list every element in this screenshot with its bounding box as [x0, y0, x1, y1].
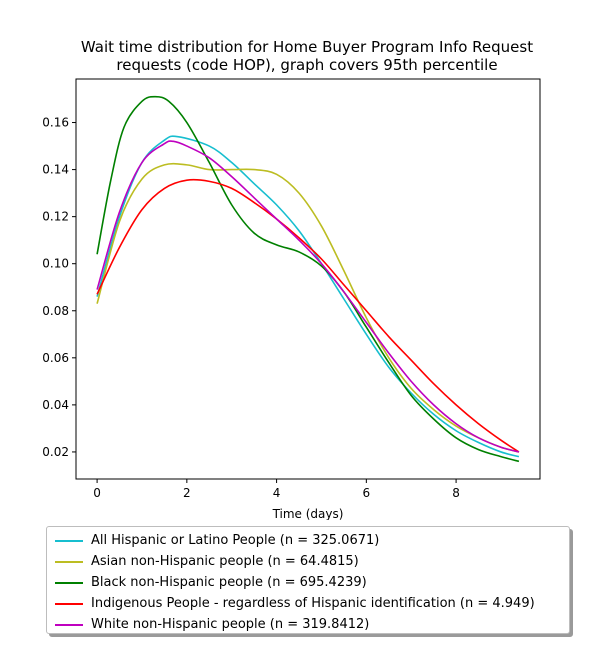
x-axis-label: Time (days) [272, 507, 344, 520]
series-line-4 [96, 178, 520, 453]
y-tick-label: 0.12 [42, 210, 69, 224]
legend-label: Black non-Hispanic people (n = 695.4239) [91, 575, 367, 590]
y-tick-label: 0.16 [42, 116, 69, 130]
legend-item: Black non-Hispanic people (n = 695.4239) [55, 572, 561, 593]
legend-swatch [55, 539, 83, 542]
legend-label: Indigenous People - regardless of Hispan… [91, 596, 535, 611]
x-tick-label: 4 [273, 486, 281, 500]
x-tick-label: 8 [452, 486, 460, 500]
y-tick-label: 0.14 [42, 163, 69, 177]
series-layer [96, 95, 520, 463]
legend-swatch [55, 581, 83, 584]
legend-item: All Hispanic or Latino People (n = 325.0… [55, 530, 561, 551]
chart-title-line-1: Wait time distribution for Home Buyer Pr… [81, 38, 533, 56]
chart: Wait time distribution for Home Buyer Pr… [42, 38, 541, 520]
legend-swatch [55, 560, 83, 563]
legend-item: Asian non-Hispanic people (n = 64.4815) [55, 551, 561, 572]
series-line-5 [96, 140, 520, 453]
legend-label: White non-Hispanic people (n = 319.8412) [91, 617, 370, 632]
y-tick-label: 0.04 [42, 398, 69, 412]
legend-item: White non-Hispanic people (n = 319.8412) [55, 614, 561, 635]
x-tick-label: 2 [183, 486, 191, 500]
legend-label: Asian non-Hispanic people (n = 64.4815) [91, 554, 359, 569]
series-line-2 [96, 162, 520, 453]
y-tick-label: 0.06 [42, 351, 69, 365]
legend-swatch [55, 602, 83, 605]
legend-label: All Hispanic or Latino People (n = 325.0… [91, 533, 380, 548]
series-line-3 [96, 95, 520, 463]
legend-item: Indigenous People - regardless of Hispan… [55, 593, 561, 614]
plot-frame [75, 78, 541, 480]
series-line-1 [96, 135, 520, 458]
chart-title-line-2: requests (code HOP), graph covers 95th p… [116, 56, 497, 74]
legend-swatch [55, 623, 83, 626]
x-tick-label: 6 [363, 486, 371, 500]
y-tick-label: 0.02 [42, 445, 69, 459]
y-tick-label: 0.10 [42, 257, 69, 271]
x-axis-ticks: 0 2 4 6 8 [93, 479, 460, 500]
y-axis-ticks: 0.02 0.04 0.06 0.08 0.10 0.12 0.14 0.16 [42, 116, 76, 459]
x-tick-label: 0 [93, 486, 101, 500]
y-tick-label: 0.08 [42, 304, 69, 318]
legend: All Hispanic or Latino People (n = 325.0… [46, 526, 570, 634]
